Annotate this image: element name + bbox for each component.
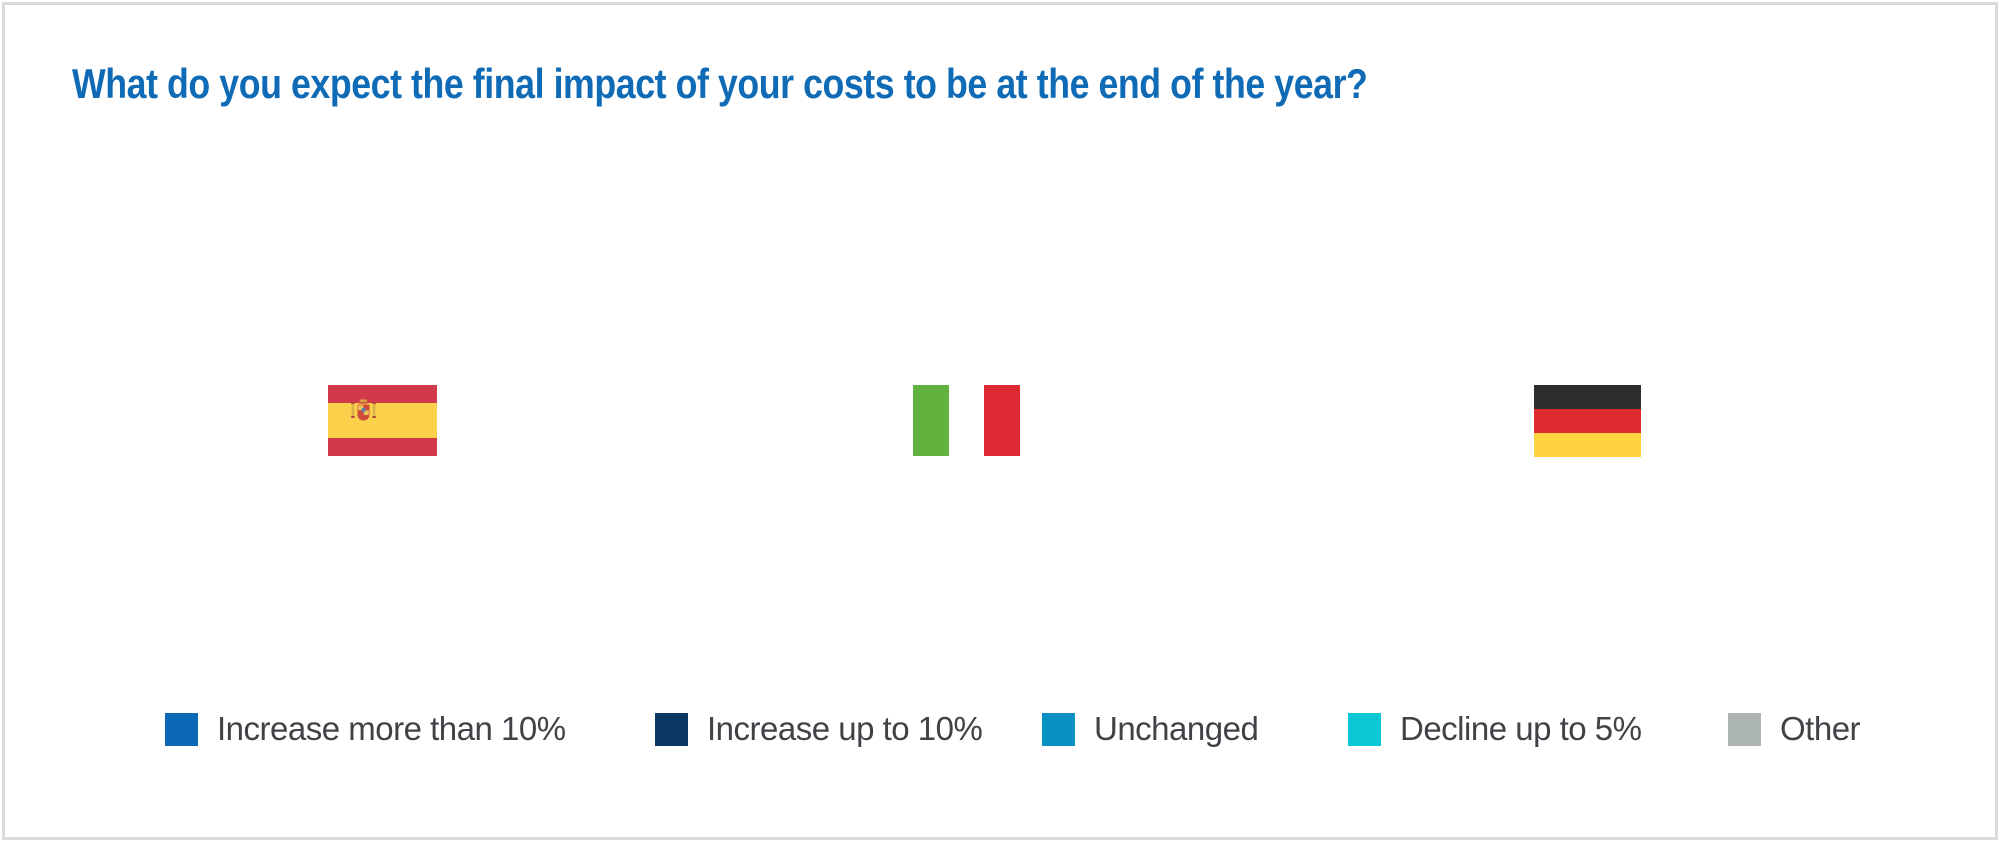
spain-coat-of-arms-icon <box>351 397 376 421</box>
flag-germany <box>1534 385 1641 457</box>
flag-spain-red-top-stripe <box>328 385 437 403</box>
flag-italy <box>913 385 1020 456</box>
flag-spain-yellow-stripe <box>328 397 437 439</box>
legend-swatch-decline-up-to-5 <box>1348 712 1381 746</box>
legend-label: Increase up to 10% <box>707 710 983 747</box>
legend-label: Increase more than 10% <box>217 710 566 747</box>
legend-swatch-other <box>1728 712 1761 746</box>
legend-item-increase-more-than-10[interactable]: Increase more than 10% <box>165 712 566 746</box>
chart-title: What do you expect the final impact of y… <box>72 60 1368 107</box>
legend-item-other[interactable]: Other <box>1728 710 1861 747</box>
legend-item-decline-up-to-5[interactable]: Decline up to 5% <box>1348 710 1642 747</box>
legend-item-increase-up-to-10[interactable]: Increase up to 10% <box>655 710 983 747</box>
legend-item-unchanged[interactable]: Unchanged <box>1042 710 1259 747</box>
flag-italy-green-stripe <box>913 385 949 456</box>
flag-germany-gold-stripe <box>1534 433 1641 457</box>
legend-label: Other <box>1780 710 1861 747</box>
legend-swatch-increase-more-than-10 <box>165 712 198 746</box>
flag-spain-red-bottom-stripe <box>328 438 437 456</box>
flag-italy-red-stripe <box>984 385 1020 456</box>
flag-germany-black-stripe <box>1534 385 1641 410</box>
flag-spain <box>328 385 437 456</box>
flag-germany-red-stripe <box>1534 409 1641 434</box>
flag-italy-white-stripe <box>948 385 985 456</box>
legend-swatch-increase-up-to-10 <box>655 712 688 746</box>
legend-swatch-unchanged <box>1042 712 1075 746</box>
legend-label: Unchanged <box>1094 710 1259 747</box>
legend-label: Decline up to 5% <box>1400 710 1642 747</box>
